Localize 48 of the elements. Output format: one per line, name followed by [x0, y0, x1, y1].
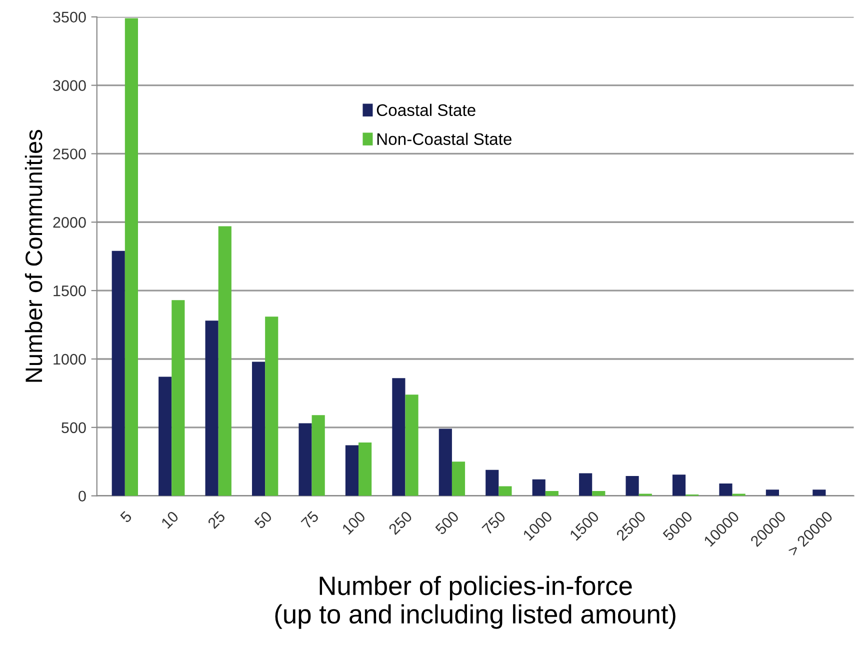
bar: [438, 428, 452, 496]
x-axis-title: Number of policies-in-force (up to and including listed amount): [275, 576, 676, 629]
bar: [766, 490, 779, 496]
bar: [498, 486, 512, 496]
bar: [486, 470, 499, 496]
bar: [405, 394, 418, 496]
bar: [124, 18, 138, 496]
bar: [158, 376, 172, 496]
legend-label: Non-Coastal State: [377, 132, 512, 146]
bar: [452, 462, 466, 496]
y-tick-label: 1000: [54, 354, 86, 365]
y-tick-label: 3500: [53, 12, 86, 23]
bar: [312, 415, 325, 496]
bar: [545, 491, 558, 496]
x-tick-label: 75: [300, 510, 320, 530]
y-tick-label: 2000: [53, 217, 86, 228]
bar: [719, 484, 732, 496]
x-tick-label: 100: [342, 510, 366, 535]
bar: [812, 490, 826, 496]
bar: [112, 250, 125, 496]
bar: [252, 362, 266, 496]
x-tick-label: 10: [160, 510, 180, 529]
y-tick-label: 2500: [53, 148, 86, 160]
x-tick-label: 750: [481, 510, 506, 536]
legend-label: Coastal State: [376, 104, 476, 116]
bar: [205, 320, 218, 496]
bar: [579, 473, 592, 496]
y-tick-label: 500: [62, 422, 86, 434]
y-tick-label: 0: [78, 490, 86, 502]
bar: [298, 423, 312, 496]
bar: [358, 442, 372, 496]
y-axis-title: Number of Communities: [24, 130, 42, 382]
bar: [392, 378, 406, 496]
x-tick-label: 500: [434, 510, 460, 536]
bar: [592, 491, 606, 496]
bar: [218, 226, 232, 496]
x-tick-label: 25: [207, 510, 226, 530]
bar: [172, 300, 185, 496]
x-tick-label: 5: [120, 510, 132, 524]
bar: [265, 316, 278, 496]
x-tick-label: 50: [254, 510, 273, 530]
bar: [345, 445, 359, 496]
x-tick-label: 250: [388, 510, 413, 536]
y-tick-label: 1500: [54, 285, 86, 296]
bar: [672, 474, 686, 496]
bar: [626, 476, 639, 496]
bar: [532, 479, 546, 496]
y-tick-label: 3000: [53, 80, 86, 91]
